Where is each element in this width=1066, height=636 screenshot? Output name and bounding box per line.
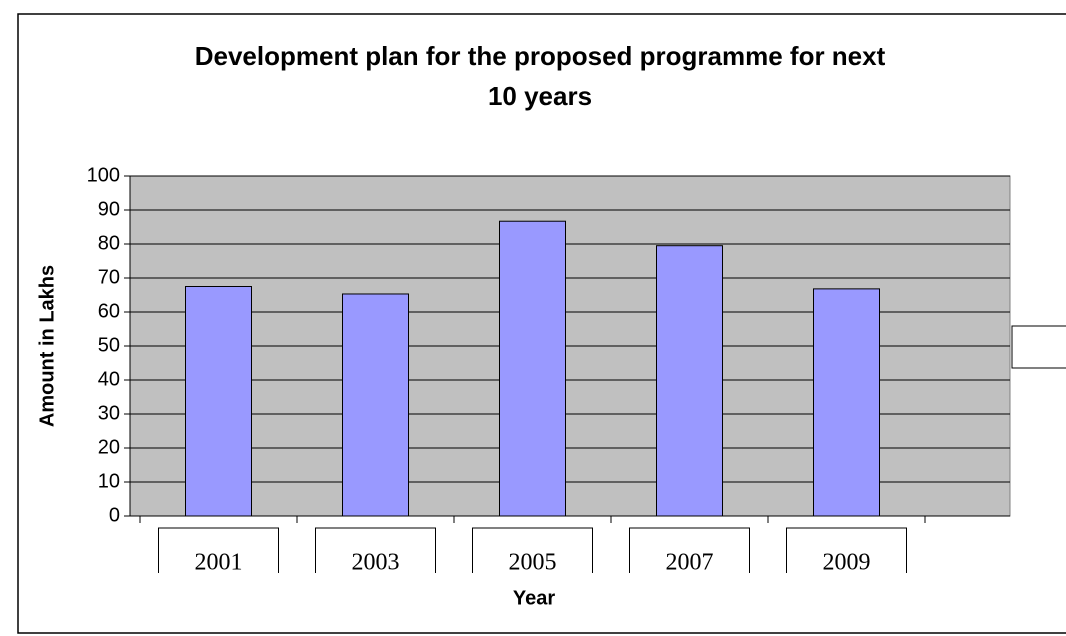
- bar: [342, 293, 409, 517]
- legend-box: [1011, 325, 1066, 369]
- y-tick-label: 90: [98, 198, 120, 220]
- y-tick-label: 40: [98, 368, 120, 390]
- chart-title: Development plan for the proposed progra…: [194, 41, 886, 111]
- y-tick-label: 10: [98, 470, 120, 492]
- y-tick-label: 50: [98, 334, 120, 356]
- y-tick-label: 60: [98, 300, 120, 322]
- x-label-box: [158, 527, 279, 573]
- bar: [656, 245, 723, 517]
- bar: [813, 288, 880, 517]
- x-tick-label: 2005: [509, 550, 557, 576]
- bar: [185, 286, 252, 517]
- x-tick-label: 2009: [823, 550, 871, 576]
- x-tick-label: 2001: [195, 550, 243, 576]
- y-tick-label: 20: [98, 436, 120, 458]
- x-tick-label: 2007: [666, 550, 714, 576]
- x-label-box: [786, 527, 907, 573]
- x-label-box: [315, 527, 436, 573]
- x-tick-label: 2003: [352, 550, 400, 576]
- y-tick-label: 30: [98, 402, 120, 424]
- x-axis-title: Year: [513, 587, 555, 609]
- x-label-box: [472, 527, 593, 573]
- bar: [499, 220, 566, 517]
- y-tick-label: 0: [109, 504, 120, 526]
- y-tick-label: 100: [87, 164, 120, 186]
- x-label-box: [629, 527, 750, 573]
- y-tick-label: 70: [98, 266, 120, 288]
- y-tick-label: 80: [98, 232, 120, 254]
- y-axis-title: Amount in Lakhs: [36, 265, 58, 427]
- x-label-group: 2001 2003 2005 2007 2009: [158, 527, 907, 576]
